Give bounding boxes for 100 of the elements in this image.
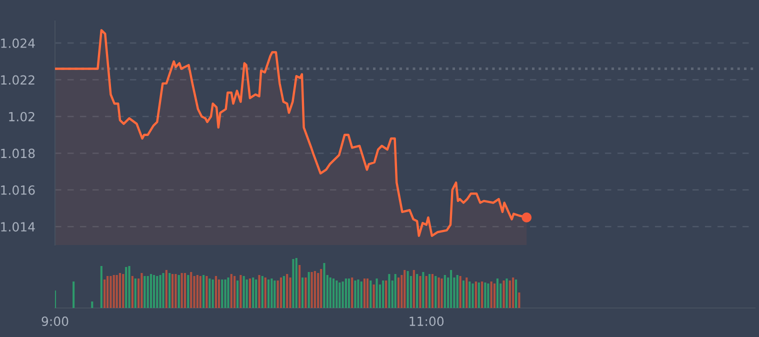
bar <box>428 274 431 308</box>
bar <box>206 276 208 308</box>
bar <box>172 274 174 308</box>
bar <box>317 273 320 308</box>
bar <box>310 272 313 308</box>
bar <box>125 267 128 308</box>
bar <box>434 276 437 308</box>
y-tick-label: 1.014 <box>1 222 35 232</box>
bar <box>248 278 251 308</box>
y-tick-label: 1.02 <box>9 112 34 122</box>
bar <box>240 275 242 308</box>
bar <box>481 282 484 308</box>
bar <box>478 282 480 308</box>
bar <box>104 280 106 308</box>
bar <box>72 282 75 308</box>
bar <box>212 280 214 308</box>
bar <box>301 278 304 308</box>
bar <box>366 278 369 308</box>
bar <box>146 276 149 308</box>
bar <box>295 258 298 308</box>
y-tick-label: 1.022 <box>1 75 34 85</box>
bar <box>431 274 434 308</box>
bar <box>227 278 230 308</box>
bar <box>165 270 168 308</box>
bar <box>357 280 360 308</box>
bar <box>493 284 496 308</box>
bar <box>178 275 180 308</box>
bar <box>462 280 465 308</box>
bar <box>308 272 310 308</box>
bar <box>242 276 245 308</box>
bar <box>506 278 508 308</box>
bar <box>292 259 294 308</box>
bar <box>351 278 354 308</box>
bar <box>162 273 164 308</box>
bar <box>459 276 462 308</box>
bar <box>118 273 122 308</box>
bar <box>116 275 118 308</box>
bar <box>382 280 384 308</box>
bar <box>419 276 422 308</box>
bar <box>474 282 477 308</box>
bar <box>314 271 316 308</box>
bar <box>268 280 270 308</box>
bar <box>298 265 301 308</box>
bar <box>354 280 356 308</box>
bar <box>196 275 198 308</box>
bar <box>484 282 486 308</box>
bar <box>394 274 396 308</box>
bar <box>150 274 152 308</box>
bar <box>342 282 344 308</box>
bar <box>110 276 112 308</box>
bar <box>180 273 183 308</box>
bar <box>487 284 490 308</box>
x-tick-label: 9:00 <box>42 316 68 326</box>
bar <box>224 280 226 308</box>
bar <box>397 278 400 308</box>
bar <box>274 280 276 308</box>
bar <box>246 280 248 308</box>
bar <box>258 275 260 308</box>
bar <box>202 275 205 308</box>
bar <box>214 276 218 308</box>
bar <box>264 278 266 308</box>
bar <box>230 274 232 308</box>
y-tick-label: 1.024 <box>1 38 35 48</box>
bar <box>329 278 332 308</box>
bar <box>270 278 273 308</box>
bar <box>370 280 372 308</box>
bar <box>412 270 415 308</box>
bar <box>472 284 474 308</box>
bar <box>282 276 285 308</box>
bar <box>512 278 514 308</box>
bar <box>174 274 177 308</box>
bar <box>280 278 282 308</box>
bar <box>515 280 518 308</box>
bar <box>438 278 440 308</box>
bar <box>348 278 350 308</box>
bar <box>134 278 136 308</box>
y-tick-label: 1.018 <box>1 148 35 158</box>
bar <box>490 282 492 308</box>
bar <box>106 276 109 308</box>
bar <box>199 276 202 308</box>
bar <box>416 274 418 308</box>
bar <box>193 276 196 308</box>
bar <box>159 275 162 308</box>
bar <box>100 266 102 308</box>
bar <box>364 278 366 308</box>
bar <box>112 275 115 308</box>
bar <box>320 269 322 308</box>
bar <box>336 280 338 308</box>
bar <box>466 278 468 308</box>
bar <box>425 276 428 308</box>
bar <box>140 273 143 308</box>
bar <box>221 280 224 308</box>
bar <box>404 270 406 308</box>
bar <box>376 278 378 308</box>
bar <box>456 275 458 308</box>
bar <box>190 272 192 308</box>
bar <box>388 274 390 308</box>
bar <box>385 280 388 308</box>
bar <box>236 280 239 308</box>
bar <box>218 280 220 308</box>
